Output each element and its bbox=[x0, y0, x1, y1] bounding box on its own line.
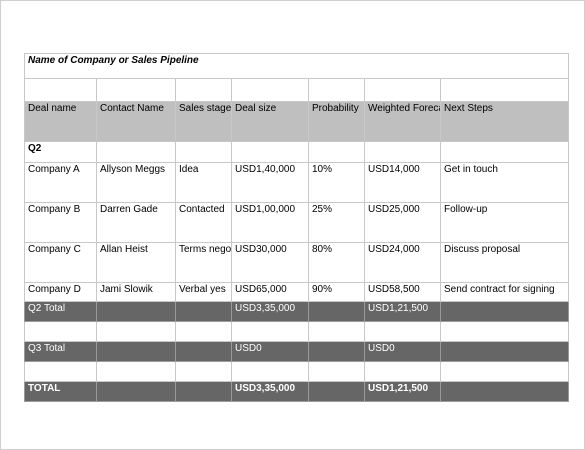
blank-row bbox=[24, 361, 570, 382]
sales-pipeline-table: Name of Company or Sales Pipeline Deal n… bbox=[23, 53, 570, 402]
deal-name-cell[interactable]: Company D bbox=[24, 282, 97, 302]
weighted-forecast-cell[interactable]: USD14,000 bbox=[364, 162, 441, 203]
q3-total-label[interactable]: Q3 Total bbox=[24, 341, 97, 362]
header-probability[interactable]: Probability bbox=[308, 101, 365, 142]
q3-total-row: Q3 Total USD0 USD0 bbox=[24, 341, 570, 362]
contact-name-cell[interactable]: Allan Heist bbox=[96, 242, 176, 283]
header-weighted-forecast[interactable]: Weighted Forecast bbox=[364, 101, 441, 142]
contact-name-cell[interactable]: Jami Slowik bbox=[96, 282, 176, 302]
header-deal-size[interactable]: Deal size bbox=[231, 101, 309, 142]
deal-size-cell[interactable]: USD1,00,000 bbox=[231, 202, 309, 243]
next-steps-cell[interactable]: Send contract for signing bbox=[439, 282, 570, 302]
q3-total-forecast[interactable]: USD0 bbox=[364, 341, 441, 362]
contact-name-cell[interactable]: Allyson Meggs bbox=[96, 162, 176, 203]
blank-row bbox=[24, 321, 570, 342]
blank-row bbox=[24, 78, 570, 102]
table-row: Company D Jami Slowik Verbal yes USD65,0… bbox=[24, 282, 570, 302]
header-next-steps[interactable]: Next Steps bbox=[439, 101, 570, 142]
q2-label-row: Q2 bbox=[24, 141, 570, 163]
probability-cell[interactable]: 80% bbox=[308, 242, 365, 283]
grand-total-row: TOTAL USD3,35,000 USD1,21,500 bbox=[24, 381, 570, 402]
probability-cell[interactable]: 25% bbox=[308, 202, 365, 243]
deal-name-cell[interactable]: Company C bbox=[24, 242, 97, 283]
sales-stage-cell[interactable]: Contacted bbox=[175, 202, 232, 243]
deal-size-cell[interactable]: USD65,000 bbox=[231, 282, 309, 302]
deal-size-cell[interactable]: USD30,000 bbox=[231, 242, 309, 283]
q2-total-deal-size[interactable]: USD3,35,000 bbox=[231, 301, 309, 322]
grand-total-forecast[interactable]: USD1,21,500 bbox=[364, 381, 441, 402]
table-row: Company C Allan Heist Terms negotiated U… bbox=[24, 242, 570, 283]
q3-total-deal-size[interactable]: USD0 bbox=[231, 341, 309, 362]
sales-stage-cell[interactable]: Idea bbox=[175, 162, 232, 203]
deal-name-cell[interactable]: Company A bbox=[24, 162, 97, 203]
grand-total-label[interactable]: TOTAL bbox=[24, 381, 97, 402]
sales-stage-cell[interactable]: Terms negotiated bbox=[175, 242, 232, 283]
q2-label[interactable]: Q2 bbox=[24, 141, 97, 163]
next-steps-cell[interactable]: Follow-up bbox=[439, 202, 570, 243]
q2-total-row: Q2 Total USD3,35,000 USD1,21,500 bbox=[24, 301, 570, 322]
table-row: Company A Allyson Meggs Idea USD1,40,000… bbox=[24, 162, 570, 203]
table-row: Company B Darren Gade Contacted USD1,00,… bbox=[24, 202, 570, 243]
next-steps-cell[interactable]: Discuss proposal bbox=[439, 242, 570, 283]
header-row: Deal name Contact Name Sales stage Deal … bbox=[24, 101, 570, 142]
weighted-forecast-cell[interactable]: USD58,500 bbox=[364, 282, 441, 302]
grand-total-deal-size[interactable]: USD3,35,000 bbox=[231, 381, 309, 402]
header-deal-name[interactable]: Deal name bbox=[24, 101, 97, 142]
q2-total-label[interactable]: Q2 Total bbox=[24, 301, 97, 322]
weighted-forecast-cell[interactable]: USD24,000 bbox=[364, 242, 441, 283]
header-sales-stage[interactable]: Sales stage bbox=[175, 101, 232, 142]
sales-stage-cell[interactable]: Verbal yes bbox=[175, 282, 232, 302]
weighted-forecast-cell[interactable]: USD25,000 bbox=[364, 202, 441, 243]
probability-cell[interactable]: 10% bbox=[308, 162, 365, 203]
deal-size-cell[interactable]: USD1,40,000 bbox=[231, 162, 309, 203]
deal-name-cell[interactable]: Company B bbox=[24, 202, 97, 243]
title-row: Name of Company or Sales Pipeline bbox=[23, 53, 570, 79]
contact-name-cell[interactable]: Darren Gade bbox=[96, 202, 176, 243]
sheet-title[interactable]: Name of Company or Sales Pipeline bbox=[23, 53, 570, 79]
next-steps-cell[interactable]: Get in touch bbox=[439, 162, 570, 203]
q2-total-forecast[interactable]: USD1,21,500 bbox=[364, 301, 441, 322]
header-contact-name[interactable]: Contact Name bbox=[96, 101, 176, 142]
probability-cell[interactable]: 90% bbox=[308, 282, 365, 302]
